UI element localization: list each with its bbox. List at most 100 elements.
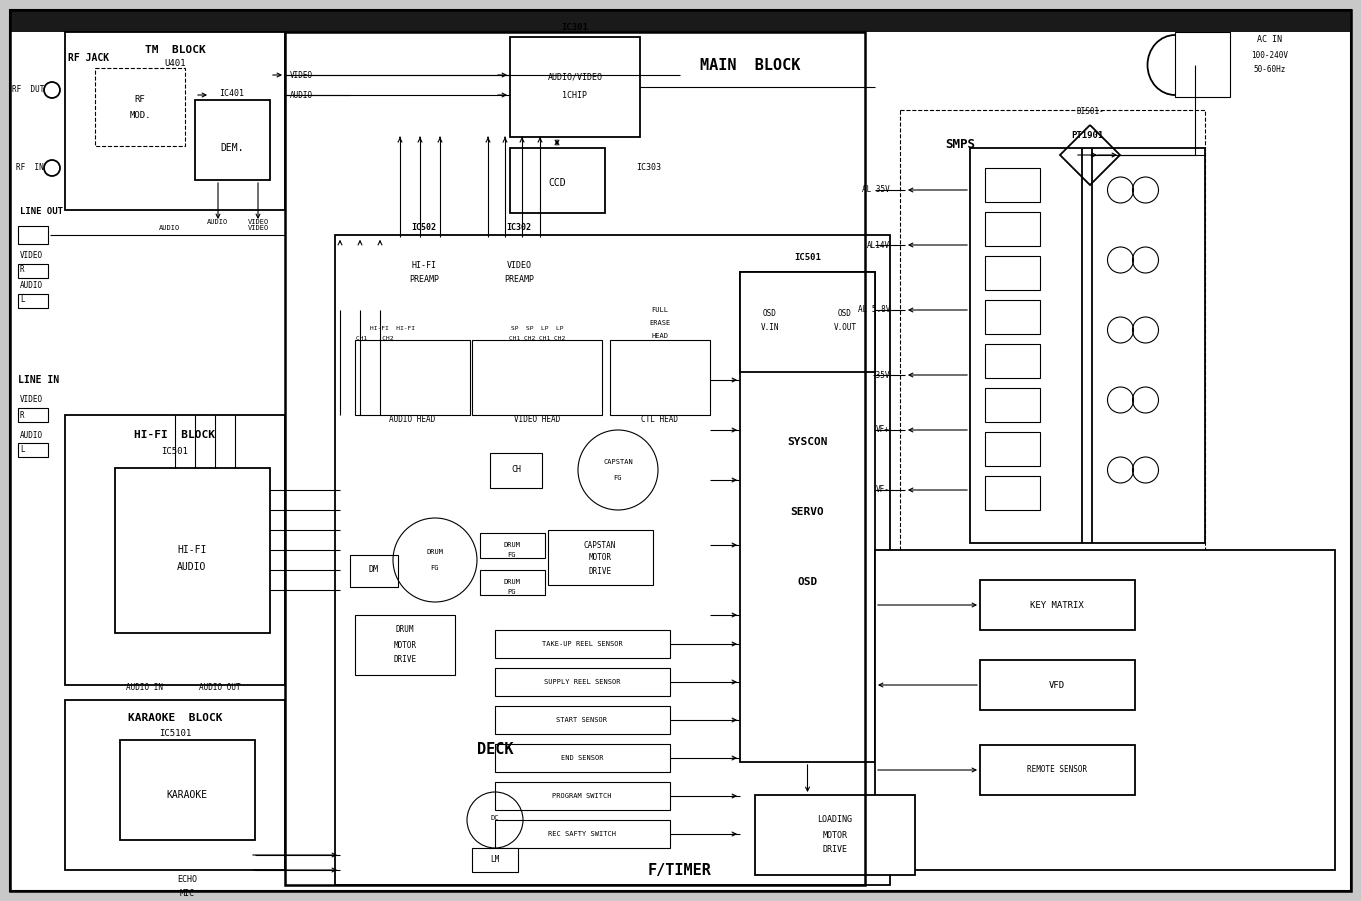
Text: ECHO: ECHO (177, 876, 197, 885)
Bar (495, 744, 670, 772)
Text: TAKE-UP REEL SENSOR: TAKE-UP REEL SENSOR (542, 641, 622, 647)
Text: RF  IN: RF IN (16, 163, 44, 172)
Text: 100-240V: 100-240V (1252, 50, 1289, 59)
Bar (95, 68, 185, 146)
Text: DIS01-: DIS01- (1077, 107, 1104, 116)
Bar (495, 820, 670, 848)
Bar (355, 615, 455, 675)
Bar (970, 148, 1204, 543)
Bar (985, 344, 1040, 378)
Text: MOTOR: MOTOR (393, 641, 416, 650)
Text: FULL: FULL (652, 307, 668, 313)
Text: VIDEO: VIDEO (20, 250, 44, 259)
Bar (114, 468, 269, 633)
Bar (740, 272, 875, 372)
Text: LINE OUT: LINE OUT (20, 207, 63, 216)
Bar (195, 100, 269, 180)
Text: DECK: DECK (476, 742, 513, 758)
Text: TM  BLOCK: TM BLOCK (144, 45, 206, 55)
Bar (472, 237, 568, 310)
Bar (740, 272, 875, 762)
Text: IC5101: IC5101 (159, 729, 191, 738)
Bar (472, 340, 602, 415)
Text: HI-FI: HI-FI (411, 260, 437, 269)
Text: KARAOKE: KARAOKE (166, 790, 208, 800)
Text: LM: LM (490, 856, 499, 864)
Text: FG: FG (430, 565, 440, 571)
Text: DRUM: DRUM (504, 579, 520, 585)
Text: AUDIO: AUDIO (20, 280, 44, 289)
Bar (480, 570, 544, 595)
Text: AL 35V: AL 35V (863, 186, 890, 195)
Text: DRIVE: DRIVE (588, 567, 611, 576)
Text: SYSCON: SYSCON (787, 437, 827, 447)
Text: PROGRAM SWITCH: PROGRAM SWITCH (553, 793, 611, 799)
Bar (985, 432, 1040, 466)
Text: DRIVE: DRIVE (393, 656, 416, 665)
Bar (495, 706, 670, 734)
Text: OSD: OSD (838, 310, 852, 318)
Text: KARAOKE  BLOCK: KARAOKE BLOCK (128, 713, 222, 723)
Bar (980, 580, 1135, 630)
Text: VIDEO: VIDEO (506, 260, 532, 269)
Text: CCD: CCD (548, 178, 566, 188)
Bar (1175, 32, 1230, 97)
Text: CH: CH (510, 466, 521, 475)
Bar (510, 148, 606, 213)
Text: DRIVE: DRIVE (822, 845, 848, 854)
Bar (495, 782, 670, 810)
Text: IC502: IC502 (411, 223, 437, 232)
Bar (18, 226, 48, 244)
Bar (65, 415, 284, 685)
Bar (510, 37, 640, 137)
Bar (18, 408, 48, 422)
Bar (490, 453, 542, 488)
Text: SMPS: SMPS (945, 139, 974, 151)
Text: PT1901: PT1901 (1071, 132, 1104, 141)
Text: LOADING: LOADING (818, 815, 852, 824)
Text: AUDIO: AUDIO (207, 219, 229, 225)
Bar (120, 740, 255, 840)
Bar (980, 660, 1135, 710)
Bar (985, 256, 1040, 290)
Text: HEAD: HEAD (652, 333, 668, 339)
Text: HI-FI: HI-FI (177, 545, 207, 555)
Text: L: L (20, 445, 24, 454)
Text: CTL HEAD: CTL HEAD (641, 415, 679, 424)
Bar (495, 630, 670, 658)
Text: VFD: VFD (1049, 680, 1066, 689)
Bar (65, 700, 284, 870)
Bar (472, 848, 519, 872)
Bar (380, 237, 468, 310)
Text: KEY MATRIX: KEY MATRIX (1030, 600, 1083, 609)
Text: REC SAFTY SWITCH: REC SAFTY SWITCH (548, 831, 617, 837)
Bar (18, 294, 48, 308)
Text: IC501: IC501 (162, 447, 188, 456)
Text: SERVO: SERVO (791, 507, 825, 517)
Text: OSD: OSD (798, 577, 818, 587)
Text: START SENSOR: START SENSOR (557, 717, 607, 723)
Text: -35V: -35V (871, 370, 890, 379)
Text: VIDEO: VIDEO (290, 70, 313, 79)
Text: RF: RF (135, 96, 146, 105)
Text: AUDIO/VIDEO: AUDIO/VIDEO (547, 72, 603, 81)
Text: AUDIO IN: AUDIO IN (127, 684, 163, 693)
Text: LINE IN: LINE IN (18, 375, 59, 385)
Text: AC IN: AC IN (1258, 35, 1282, 44)
Text: MAIN  BLOCK: MAIN BLOCK (700, 58, 800, 72)
Bar (480, 533, 544, 558)
Text: PG: PG (508, 589, 516, 595)
Text: PREAMP: PREAMP (410, 276, 440, 285)
Bar (985, 388, 1040, 422)
Text: U401: U401 (165, 59, 185, 68)
Bar (18, 264, 48, 278)
Text: V.IN: V.IN (761, 323, 780, 332)
Text: CH1 CH2 CH1 CH2: CH1 CH2 CH1 CH2 (509, 335, 565, 341)
Bar (985, 212, 1040, 246)
Text: DEM.: DEM. (220, 143, 244, 153)
Text: IC501: IC501 (793, 252, 821, 261)
Text: AUDIO: AUDIO (159, 225, 181, 231)
Bar (610, 340, 710, 415)
Text: L: L (20, 296, 24, 305)
Text: R: R (20, 266, 24, 275)
